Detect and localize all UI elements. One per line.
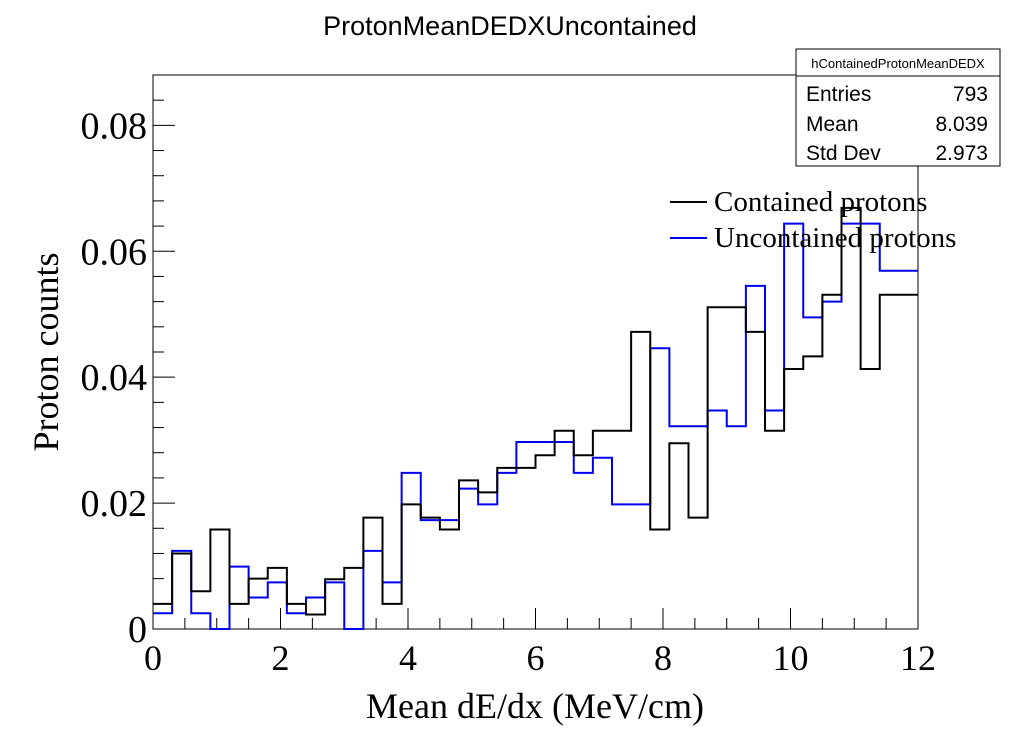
x-tick-label: 0 [144,638,162,678]
series-step-line [153,206,918,616]
y-axis-label: Proton counts [26,252,66,451]
x-tick-label: 12 [900,638,936,678]
stats-entries-value: 793 [953,83,988,106]
x-axis: 0 2 4 6 8 10 12 [144,608,936,678]
x-tick-label: 8 [654,638,672,678]
stats-box-frame [795,48,1001,167]
y-tick-label: 0.04 [81,357,148,399]
stats-entries-label: Entries [806,83,871,106]
x-tick-label: 4 [399,638,417,678]
legend-label-contained: Contained protons [714,186,927,218]
stats-stddev-label: Std Dev [806,142,881,165]
stats-mean-value: 8.039 [935,113,988,136]
x-axis-label: Mean dE/dx (MeV/cm) [366,686,704,726]
series-contained [153,206,918,616]
stats-mean-label: Mean [806,113,859,136]
legend-label-uncontained: Uncontained protons [714,222,956,254]
y-axis: 0 0.02 0.04 0.06 0.08 [81,74,175,651]
y-tick-label: 0.02 [81,483,148,525]
legend: Contained protons Uncontained protons [670,186,956,254]
y-tick-label: 0.06 [81,231,148,273]
stats-box: hContainedProtonMeanDEDX Entries 793 Mea… [795,48,1001,167]
stats-box-name: hContainedProtonMeanDEDX [811,56,985,71]
stats-stddev-value: 2.973 [935,142,988,165]
y-tick-label: 0.08 [81,105,148,147]
x-tick-label: 10 [773,638,809,678]
y-tick-label: 0 [128,609,147,651]
chart-title: ProtonMeanDEDXUncontained [323,11,697,41]
series-layer [153,206,918,630]
x-tick-label: 6 [527,638,545,678]
x-tick-label: 2 [272,638,290,678]
